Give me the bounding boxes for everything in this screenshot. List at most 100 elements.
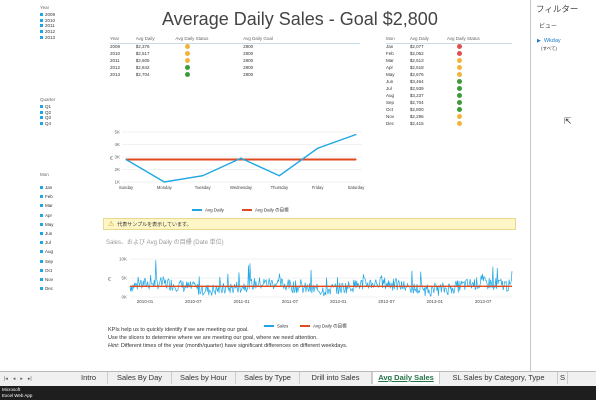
slicer-item-label: Q2 [45, 109, 52, 115]
slicer-swatch [40, 232, 43, 236]
slicer-swatch [40, 277, 43, 281]
status-indicator-icon [185, 71, 191, 77]
table-row: Jan $2,077 [386, 43, 512, 50]
year-slicer[interactable]: Year 2009 2010 2011 2012 2013 [40, 5, 80, 40]
status-cell [447, 106, 512, 113]
column-header: Avg Daily Goal [243, 36, 360, 44]
table-row: 2009 $2,376 2800 [110, 43, 360, 50]
slicer-item-mon-10[interactable]: Nov [40, 275, 80, 284]
row-label: Apr [386, 65, 394, 70]
status-cell [175, 71, 243, 78]
status-indicator-icon [185, 50, 191, 56]
mon-slicer[interactable]: Mon Jan Feb Mar Apr May Jun Jul Aug Sep Oct Nov Dec [40, 172, 80, 293]
status-indicator-icon [185, 64, 191, 70]
tab-6[interactable]: SL Sales by Category, Type [440, 372, 558, 384]
x-tick-label: Tuesday [195, 185, 212, 190]
sample-notice: ⚠ 代表サンプルを表示しています。 [103, 218, 516, 230]
row-goal: 2800 [243, 58, 254, 63]
row-value: $2,704 [409, 100, 424, 105]
row-label: 2009 [110, 44, 121, 50]
tab-1[interactable]: Sales By Day [108, 372, 172, 384]
slicer-item-quarter-2[interactable]: Q3 [40, 115, 80, 121]
slicer-item-quarter-3[interactable]: Q4 [40, 121, 80, 127]
slicer-item-mon-7[interactable]: Aug [40, 247, 80, 256]
status-indicator-icon [185, 43, 191, 49]
data-point [240, 158, 242, 161]
slicer-item-mon-0[interactable]: Jan [40, 183, 80, 192]
tab-0[interactable]: Intro [70, 372, 108, 384]
slicer-item-mon-9[interactable]: Oct [40, 266, 80, 275]
slicer-item-quarter-0[interactable]: Q1 [40, 104, 80, 110]
slicer-item-mon-8[interactable]: Sep [40, 257, 80, 266]
sales-series-line [129, 260, 513, 297]
slicer-item-mon-5[interactable]: Jun [40, 229, 80, 238]
slicer-item-year-0[interactable]: 2009 [40, 12, 80, 18]
column-header: Avg Daily [135, 36, 176, 44]
slicer-item-mon-11[interactable]: Dec [40, 284, 80, 293]
slicer-item-year-2[interactable]: 2011 [40, 23, 80, 29]
tab-7[interactable]: S [558, 372, 568, 384]
prev-sheet-icon[interactable]: ◂ [12, 376, 16, 382]
status-cell [447, 64, 512, 71]
status-indicator-icon [456, 43, 462, 49]
status-indicator-icon [456, 92, 462, 98]
slicer-item-quarter-1[interactable]: Q2 [40, 110, 80, 116]
data-point [278, 158, 280, 161]
mouse-cursor-icon: ⇱ [564, 116, 572, 126]
row-label: May [386, 72, 395, 77]
slicer-item-mon-4[interactable]: May [40, 220, 80, 229]
last-sheet-icon[interactable]: ▸| [27, 376, 32, 382]
row-value: $2,939 [409, 86, 424, 91]
x-tick-label: 2013-07 [475, 299, 492, 304]
first-sheet-icon[interactable]: |◂ [4, 376, 8, 382]
slicer-item-year-3[interactable]: 2012 [40, 29, 80, 35]
status-cell [175, 64, 243, 71]
row-value: $3,237 [409, 93, 424, 98]
table-row: Jul $2,939 [386, 85, 512, 92]
row-value: $3,464 [409, 79, 424, 84]
tab-2[interactable]: Sales by Hour [172, 372, 236, 384]
row-value: $2,062 [409, 51, 424, 56]
x-tick-label: Saturday [348, 185, 366, 190]
slicer-item-year-1[interactable]: 2010 [40, 18, 80, 24]
slicer-item-label: 2013 [45, 34, 56, 40]
row-label: Jun [386, 79, 394, 84]
slicer-item-mon-6[interactable]: Jul [40, 238, 80, 247]
slicer-item-mon-2[interactable]: Mar [40, 201, 80, 210]
tab-5[interactable]: Avg Daily Sales [372, 372, 440, 384]
quarter-slicer[interactable]: Quarter Q1 Q2 Q3 Q4 [40, 97, 80, 126]
row-label: 2012 [110, 65, 121, 70]
slicer-item-year-4[interactable]: 2013 [40, 34, 80, 40]
table-row: Sep $2,704 [386, 99, 512, 106]
next-sheet-icon[interactable]: ▸ [20, 376, 23, 382]
legend-label: Avg Daily の目標 [313, 323, 347, 330]
y-axis-label: € [110, 156, 113, 162]
tab-3[interactable]: Sales by Type [236, 372, 300, 384]
slicer-item-label: 2010 [45, 17, 56, 23]
slicer-item-mon-1[interactable]: Feb [40, 192, 80, 201]
hint-text: Different times of the year (month/quart… [119, 343, 348, 349]
slicer-item-label: Nov [45, 276, 54, 282]
y-tick-label: 1K [114, 180, 120, 185]
filter-field-wkday[interactable]: ▶ Wkday [537, 38, 561, 44]
x-tick-label: 2010-07 [185, 299, 202, 304]
year-kpi-table: Year Avg Daily Avg Daily Status Avg Daily G… [110, 36, 360, 78]
slicer-item-mon-3[interactable]: Apr [40, 211, 80, 220]
status-indicator-icon [185, 57, 191, 63]
footer-line-2: Use the slicers to determine where we ar… [108, 335, 318, 341]
data-point [317, 147, 319, 149]
data-point [163, 158, 165, 161]
footer-line-1: KPIs help us to quickly identify if we a… [108, 327, 249, 333]
y-tick-label: 2K [114, 167, 120, 172]
filter-pane: フィルター ビュー ▶ Wkday (すべて) ⇱ [530, 0, 596, 371]
slicer-swatch [40, 186, 43, 190]
row-label: Jul [386, 86, 392, 91]
slicer-swatch [40, 222, 43, 226]
table-row: Nov $2,296 [386, 113, 512, 120]
status-cell [175, 57, 243, 64]
expand-triangle-icon[interactable]: ▶ [537, 38, 541, 44]
tab-4[interactable]: Drill into Sales [300, 372, 372, 384]
status-indicator-icon [456, 64, 462, 70]
y-tick-label: 3K [114, 155, 120, 160]
data-point [125, 158, 127, 161]
